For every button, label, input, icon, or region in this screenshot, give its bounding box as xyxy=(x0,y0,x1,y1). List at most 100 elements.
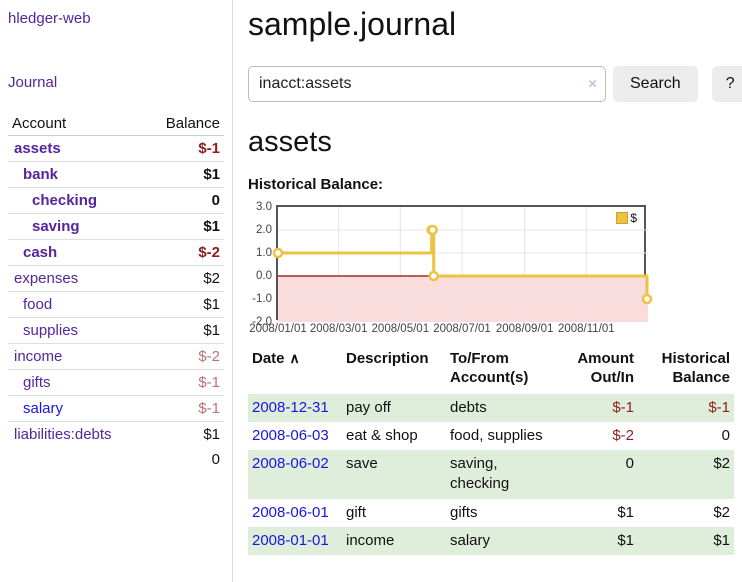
transaction-description: eat & shop xyxy=(346,426,418,444)
register-header-accounts: To/From Account(s) xyxy=(450,349,529,387)
x-axis-tick: 2008/03/01 xyxy=(309,322,368,335)
transaction-accounts: gifts xyxy=(450,503,478,521)
brand-link[interactable]: hledger-web xyxy=(8,10,91,27)
account-link[interactable]: saving xyxy=(32,218,80,235)
chart-plot[interactable]: $ 3.0 2.0 1.0 0.0 -1.0 -2.0 2008/01/01 2008/03/… xyxy=(249,201,653,335)
account-balance: $1 xyxy=(144,317,224,344)
transaction-accounts: salary xyxy=(450,531,491,549)
account-link[interactable]: food xyxy=(23,296,53,313)
transaction-date-link[interactable]: 2008-12-31 xyxy=(252,398,329,416)
transaction-date-link[interactable]: 2008-06-03 xyxy=(252,426,329,444)
search-button[interactable]: Search xyxy=(613,65,698,102)
account-balance: $1 xyxy=(144,213,224,240)
transaction-balance: $2 xyxy=(713,503,730,521)
account-row: assets $-1 xyxy=(8,136,224,162)
page-title: sample.journal xyxy=(248,6,457,42)
account-row: salary $-1 xyxy=(8,395,224,422)
search-box: × xyxy=(248,65,606,102)
accounts-header-account: Account xyxy=(8,112,145,136)
register-row: 2008-01-01 income salary $1 $1 xyxy=(248,526,734,556)
y-axis-tick: 1.0 xyxy=(256,246,272,259)
transaction-amount: $1 xyxy=(617,503,634,521)
account-balance: $-2 xyxy=(144,239,224,266)
account-balance: $-2 xyxy=(144,343,224,370)
transaction-accounts: food, supplies xyxy=(450,426,543,444)
sidebar: hledger-web Journal Account Balance asse… xyxy=(0,0,233,582)
transaction-description: save xyxy=(346,455,378,473)
help-button[interactable]: ? xyxy=(711,65,742,102)
chart-title: Historical Balance: xyxy=(248,175,384,193)
account-balance: $-1 xyxy=(144,395,224,422)
account-link[interactable]: cash xyxy=(23,244,58,261)
account-link[interactable]: gifts xyxy=(23,374,51,391)
transaction-amount: $-2 xyxy=(612,426,634,444)
x-axis-tick: 2008/01/01 xyxy=(249,322,307,335)
account-link[interactable]: bank xyxy=(23,166,59,183)
main-panel: sample.journal × Search ? assets Histori… xyxy=(233,0,742,582)
account-balance: $1 xyxy=(144,421,224,447)
clear-search-icon[interactable]: × xyxy=(588,75,597,93)
legend-label: $ xyxy=(630,210,637,225)
register-row: 2008-06-01 gift gifts $1 $2 xyxy=(248,499,734,527)
account-row: bank $1 xyxy=(8,161,224,188)
account-row: supplies $1 xyxy=(8,317,224,344)
transaction-accounts: debts xyxy=(450,398,487,416)
transaction-accounts: saving, checking xyxy=(450,455,510,493)
account-link[interactable]: checking xyxy=(32,192,98,209)
account-link[interactable]: liabilities:debts xyxy=(14,426,112,443)
transaction-date-link[interactable]: 2008-01-01 xyxy=(252,531,329,549)
transaction-balance: $2 xyxy=(713,455,730,473)
search-row: × Search ? xyxy=(248,65,742,102)
register-table: Date ∧ Description To/From Account(s) Amo… xyxy=(248,347,734,556)
account-row: saving $1 xyxy=(8,213,224,240)
chart-legend: $ xyxy=(616,211,637,225)
account-link[interactable]: income xyxy=(14,348,63,365)
account-row: expenses $2 xyxy=(8,265,224,292)
y-axis-tick: 2.0 xyxy=(256,223,272,236)
register-row: 2008-12-31 pay off debts $-1 $-1 xyxy=(248,393,734,422)
register-header-balance: Historical Balance xyxy=(661,349,730,387)
account-row: checking 0 xyxy=(8,187,224,214)
register-row: 2008-06-03 eat & shop food, supplies $-2… xyxy=(248,422,734,450)
x-axis-tick: 2008/11/01 xyxy=(557,322,615,335)
transaction-description: pay off xyxy=(346,398,391,416)
accounts-total-value: 0 xyxy=(211,451,220,468)
account-heading: assets xyxy=(248,125,332,158)
transaction-amount: 0 xyxy=(625,455,634,473)
transaction-date-link[interactable]: 2008-06-02 xyxy=(252,455,329,473)
accounts-total-spacer xyxy=(8,447,145,472)
transaction-amount: $1 xyxy=(617,531,634,549)
account-balance: $2 xyxy=(144,265,224,292)
register-header-amount: Amount Out/In xyxy=(577,349,634,387)
y-axis-tick: -2.0 xyxy=(252,315,272,328)
account-row: liabilities:debts $1 xyxy=(8,421,224,447)
account-balance: $1 xyxy=(144,291,224,318)
register-header-description: Description xyxy=(346,349,429,367)
account-row: cash $-2 xyxy=(8,239,224,266)
transaction-date-link[interactable]: 2008-06-01 xyxy=(252,503,329,521)
account-row: gifts $-1 xyxy=(8,369,224,396)
accounts-table-body: assets $-1 bank $1 checking 0 saving $1 … xyxy=(8,136,224,447)
account-link[interactable]: expenses xyxy=(14,270,79,287)
account-link[interactable]: salary xyxy=(23,400,64,417)
x-axis-tick: 2008/09/01 xyxy=(495,322,554,335)
accounts-header-row: Account Balance xyxy=(8,112,224,136)
transaction-balance: 0 xyxy=(721,426,730,444)
sort-ascending-icon: ∧ xyxy=(289,349,300,366)
register-header-row: Date ∧ Description To/From Account(s) Amo… xyxy=(248,347,734,394)
x-axis-tick: 2008/07/01 xyxy=(433,322,491,335)
search-input[interactable] xyxy=(248,65,606,102)
x-axis-tick: 2008/05/01 xyxy=(371,322,430,335)
account-link[interactable]: assets xyxy=(14,140,61,157)
transaction-amount: $-1 xyxy=(612,398,634,416)
account-balance: $-1 xyxy=(144,369,224,396)
sidebar-item-journal[interactable]: Journal xyxy=(8,74,58,91)
accounts-table: Account Balance assets $-1 bank $1 check… xyxy=(8,112,224,472)
y-axis-tick: 0.0 xyxy=(256,269,272,282)
account-link[interactable]: supplies xyxy=(23,322,79,339)
register-table-body: 2008-12-31 pay off debts $-1 $-1 2008-06… xyxy=(248,393,734,556)
transaction-balance: $1 xyxy=(713,531,730,549)
balance-chart: $ 3.0 2.0 1.0 0.0 -1.0 -2.0 2008/01/01 2008/03/… xyxy=(248,201,734,335)
register-header-date[interactable]: Date ∧ xyxy=(252,349,300,367)
